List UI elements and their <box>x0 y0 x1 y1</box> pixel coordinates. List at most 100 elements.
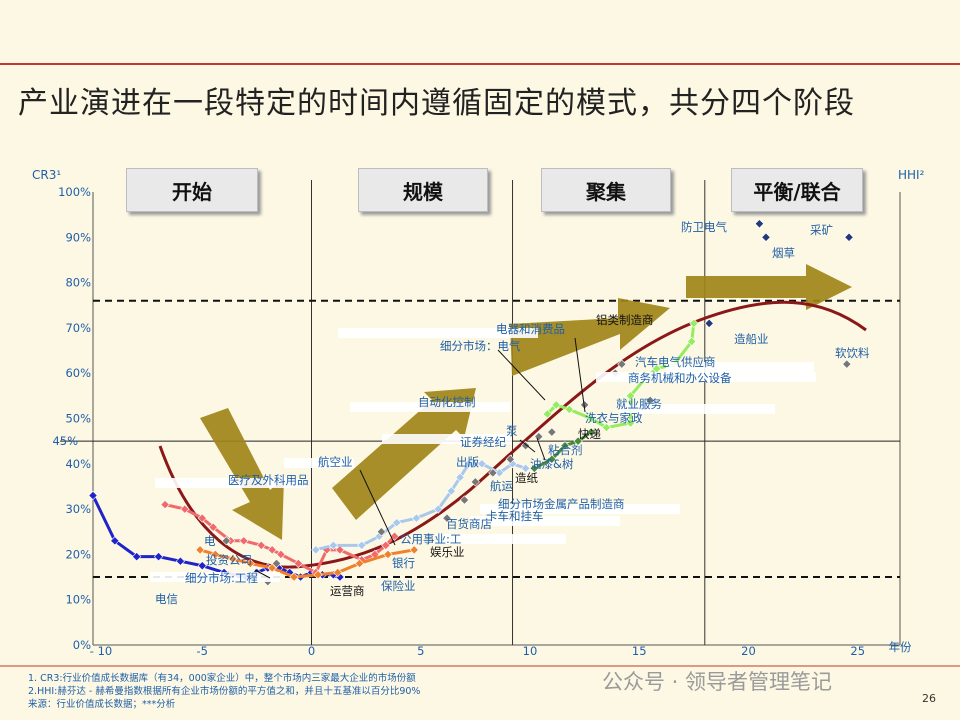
gold-arrow-down <box>200 408 284 540</box>
data-point <box>276 549 286 560</box>
data-point <box>328 540 338 550</box>
data-point <box>311 545 321 555</box>
cr3-axis-label: CR3¹ <box>32 168 62 182</box>
y-tick-label: 30% <box>65 502 91 516</box>
series-group <box>529 427 596 473</box>
data-point <box>573 436 583 446</box>
industry-label: 烟草 <box>772 246 795 260</box>
data-point <box>470 477 480 487</box>
industry-label: 泵 <box>506 424 518 438</box>
x-unit-label: 年份 <box>889 640 912 654</box>
series-group <box>311 459 531 555</box>
x-tick-label: 0 <box>308 644 315 658</box>
footnote-2: 2.HHI:赫芬达 - 赫希曼指数根据所有企业市场份额的平方值之和，并且十五基准… <box>28 686 421 697</box>
data-point <box>132 552 142 562</box>
data-point <box>754 219 765 229</box>
x-tick-label: -5 <box>197 644 208 658</box>
data-point <box>88 490 98 501</box>
stage-balance: 平衡/联合 <box>731 168 863 212</box>
data-point <box>335 545 345 555</box>
industry-label: 证券经纪 <box>460 435 506 449</box>
industry-label: 电 <box>204 534 216 548</box>
data-point <box>488 468 498 478</box>
threshold-label: 45% <box>52 434 78 448</box>
watermark: 公众号 · 领导者管理笔记 <box>602 670 833 694</box>
industry-label: 投资公司 <box>206 553 252 567</box>
data-point <box>153 552 164 562</box>
label-highlight <box>350 402 510 412</box>
data-point <box>529 463 539 473</box>
industry-label: 医疗及外科用品 <box>228 473 309 487</box>
data-point <box>521 463 531 473</box>
x-tick-label: - 10 <box>90 644 112 658</box>
footnote-1: 1. CR3:行业价值成长数据库（有34，000家企业）中，整个市场内三家最大企… <box>28 673 416 684</box>
data-point <box>455 472 465 483</box>
industry-label: 快递 <box>578 427 601 441</box>
data-point <box>542 409 553 419</box>
data-point <box>586 427 596 437</box>
data-point <box>195 545 205 555</box>
industry-label: 铝类制造商 <box>596 313 654 327</box>
gold-arrow-right <box>686 264 852 310</box>
data-point <box>442 513 452 523</box>
data-point <box>381 540 391 550</box>
label-highlight <box>480 504 680 514</box>
data-point <box>357 540 367 550</box>
industry-label: 电器和消费品 <box>496 322 565 336</box>
data-point <box>293 558 304 569</box>
data-point <box>601 422 612 433</box>
y-tick-label: 90% <box>65 230 91 244</box>
data-point <box>160 499 170 510</box>
data-point <box>704 318 714 328</box>
industry-label: 运营商 <box>330 584 365 598</box>
y-tick-label: 20% <box>65 547 91 561</box>
industry-label: 出版 <box>456 455 479 469</box>
industry-label: 百货商店 <box>446 517 492 531</box>
industry-label: 防卫电气 <box>681 220 727 234</box>
x-tick-label: 20 <box>741 644 756 658</box>
industry-label: 娱乐业 <box>430 545 465 559</box>
data-point <box>267 545 277 555</box>
data-point <box>625 418 636 428</box>
label-highlight <box>150 572 280 582</box>
data-point <box>586 413 596 424</box>
stage-scale: 规模 <box>358 168 488 212</box>
industry-label: 粘合剂 <box>548 443 583 457</box>
data-point <box>175 556 186 566</box>
industry-label: 银行 <box>392 556 415 570</box>
data-point <box>376 527 387 537</box>
data-point <box>761 232 771 242</box>
industry-label: 汽车电气供应商 <box>635 355 716 369</box>
data-point <box>464 459 474 469</box>
label-highlight <box>620 404 775 414</box>
page-number: 26 <box>922 692 936 705</box>
data-point <box>617 359 627 369</box>
data-point <box>477 459 487 469</box>
data-point <box>842 359 852 369</box>
label-highlight <box>470 516 620 526</box>
hhi-axis-label: HHI² <box>898 168 925 182</box>
data-point <box>383 549 393 560</box>
leader-line <box>359 469 396 546</box>
data-point <box>459 495 470 505</box>
label-highlight <box>155 478 305 488</box>
data-point <box>333 567 343 578</box>
data-point <box>180 504 190 514</box>
data-point <box>521 441 531 451</box>
industry-label: 自动化控制 <box>418 395 476 409</box>
label-highlight <box>338 328 538 338</box>
label-highlight <box>284 458 354 468</box>
data-point <box>409 545 419 555</box>
data-point <box>228 554 238 564</box>
data-point <box>271 558 282 569</box>
x-tick-label: 5 <box>417 644 424 658</box>
industry-label: 采矿 <box>810 223 833 237</box>
industry-label: 保险业 <box>381 579 416 593</box>
label-highlight <box>666 362 814 372</box>
data-point <box>210 549 220 560</box>
label-highlight <box>436 534 566 544</box>
gold-arrow-rise <box>510 298 670 376</box>
data-point <box>197 513 207 523</box>
industry-label: 公用事业:工 <box>400 532 461 546</box>
